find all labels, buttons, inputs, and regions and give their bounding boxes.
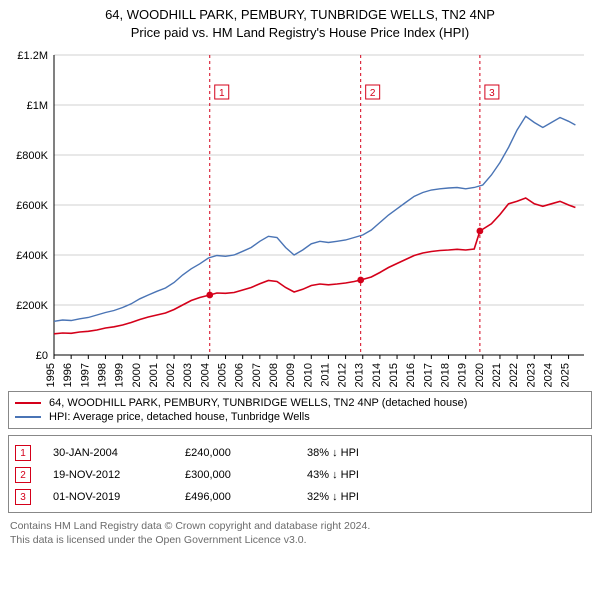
- event-row: 2 19-NOV-2012 £300,000 43% ↓ HPI: [15, 464, 585, 486]
- y-tick-label: £200K: [16, 300, 48, 312]
- title-line-2: Price paid vs. HM Land Registry's House …: [0, 24, 600, 42]
- x-tick-label: 2008: [268, 363, 280, 387]
- series-property: [54, 198, 575, 334]
- x-tick-label: 2005: [217, 363, 229, 387]
- x-tick-label: 2002: [165, 363, 177, 387]
- x-tick-label: 2019: [457, 363, 469, 387]
- x-tick-label: 2017: [422, 363, 434, 387]
- x-tick-label: 2009: [285, 363, 297, 387]
- x-tick-label: 2024: [542, 363, 554, 387]
- event-row-badge: 2: [15, 467, 31, 483]
- x-tick-label: 2015: [388, 363, 400, 387]
- x-tick-label: 2012: [337, 363, 349, 387]
- event-price: £496,000: [185, 491, 285, 503]
- y-tick-label: £0: [36, 350, 48, 362]
- title-line-1: 64, WOODHILL PARK, PEMBURY, TUNBRIDGE WE…: [0, 6, 600, 24]
- x-tick-label: 2001: [148, 363, 160, 387]
- x-tick-label: 2018: [439, 363, 451, 387]
- event-dot: [357, 277, 364, 284]
- x-tick-label: 2004: [199, 363, 211, 387]
- x-tick-label: 2016: [405, 363, 417, 387]
- x-tick-label: 2013: [354, 363, 366, 387]
- x-tick-label: 2023: [525, 363, 537, 387]
- chart-title: 64, WOODHILL PARK, PEMBURY, TUNBRIDGE WE…: [0, 0, 600, 41]
- event-badge-num: 1: [219, 88, 225, 99]
- event-dot: [206, 292, 213, 299]
- legend-row: HPI: Average price, detached house, Tunb…: [15, 410, 585, 424]
- x-tick-label: 2011: [319, 363, 331, 387]
- event-badge-num: 3: [489, 88, 495, 99]
- legend-swatch: [15, 416, 41, 418]
- x-tick-label: 1997: [79, 363, 91, 387]
- chart-svg: £0 £200K £400K £600K £800K £1M £1.2M 1995 1996 19…: [8, 47, 592, 387]
- event-badge-num: 2: [370, 88, 376, 99]
- event-date: 19-NOV-2012: [53, 469, 163, 481]
- x-tick-label: 2022: [508, 363, 520, 387]
- event-price: £300,000: [185, 469, 285, 481]
- legend-label: 64, WOODHILL PARK, PEMBURY, TUNBRIDGE WE…: [49, 397, 467, 409]
- credits-line-1: Contains HM Land Registry data © Crown c…: [10, 519, 590, 533]
- x-tick-label: 2003: [182, 363, 194, 387]
- event-row-badge: 3: [15, 489, 31, 505]
- x-tick-label: 2007: [251, 363, 263, 387]
- series-hpi: [54, 116, 575, 321]
- x-tick-label: 2010: [302, 363, 314, 387]
- y-tick-label: £800K: [16, 150, 48, 162]
- legend-label: HPI: Average price, detached house, Tunb…: [49, 411, 310, 423]
- y-tick-label: £400K: [16, 250, 48, 262]
- x-tick-label: 1998: [96, 363, 108, 387]
- x-tick-label: 2000: [131, 363, 143, 387]
- event-delta: 43% ↓ HPI: [307, 469, 359, 481]
- x-tick-label: 2020: [474, 363, 486, 387]
- x-tick-label: 2025: [560, 363, 572, 387]
- event-dot: [476, 228, 483, 235]
- legend-box: 64, WOODHILL PARK, PEMBURY, TUNBRIDGE WE…: [8, 391, 592, 429]
- y-tick-label: £600K: [16, 200, 48, 212]
- event-delta: 32% ↓ HPI: [307, 491, 359, 503]
- x-tick-label: 2014: [371, 363, 383, 387]
- y-tick-label: £1M: [27, 100, 48, 112]
- event-price: £240,000: [185, 447, 285, 459]
- x-tick-label: 2021: [491, 363, 503, 387]
- x-tick-label: 2006: [234, 363, 246, 387]
- event-date: 30-JAN-2004: [53, 447, 163, 459]
- x-tick-label: 1999: [114, 363, 126, 387]
- events-box: 1 30-JAN-2004 £240,000 38% ↓ HPI 2 19-NOV-201…: [8, 435, 592, 513]
- event-row-badge: 1: [15, 445, 31, 461]
- event-row: 1 30-JAN-2004 £240,000 38% ↓ HPI: [15, 442, 585, 464]
- event-delta: 38% ↓ HPI: [307, 447, 359, 459]
- legend-row: 64, WOODHILL PARK, PEMBURY, TUNBRIDGE WE…: [15, 396, 585, 410]
- x-tick-label: 1995: [45, 363, 57, 387]
- price-chart: £0 £200K £400K £600K £800K £1M £1.2M 1995 1996 19…: [8, 47, 592, 387]
- y-tick-label: £1.2M: [17, 50, 48, 62]
- x-tick-label: 1996: [62, 363, 74, 387]
- event-date: 01-NOV-2019: [53, 491, 163, 503]
- credits-line-2: This data is licensed under the Open Gov…: [10, 533, 590, 547]
- legend-swatch: [15, 402, 41, 404]
- credits: Contains HM Land Registry data © Crown c…: [8, 519, 592, 547]
- event-row: 3 01-NOV-2019 £496,000 32% ↓ HPI: [15, 486, 585, 508]
